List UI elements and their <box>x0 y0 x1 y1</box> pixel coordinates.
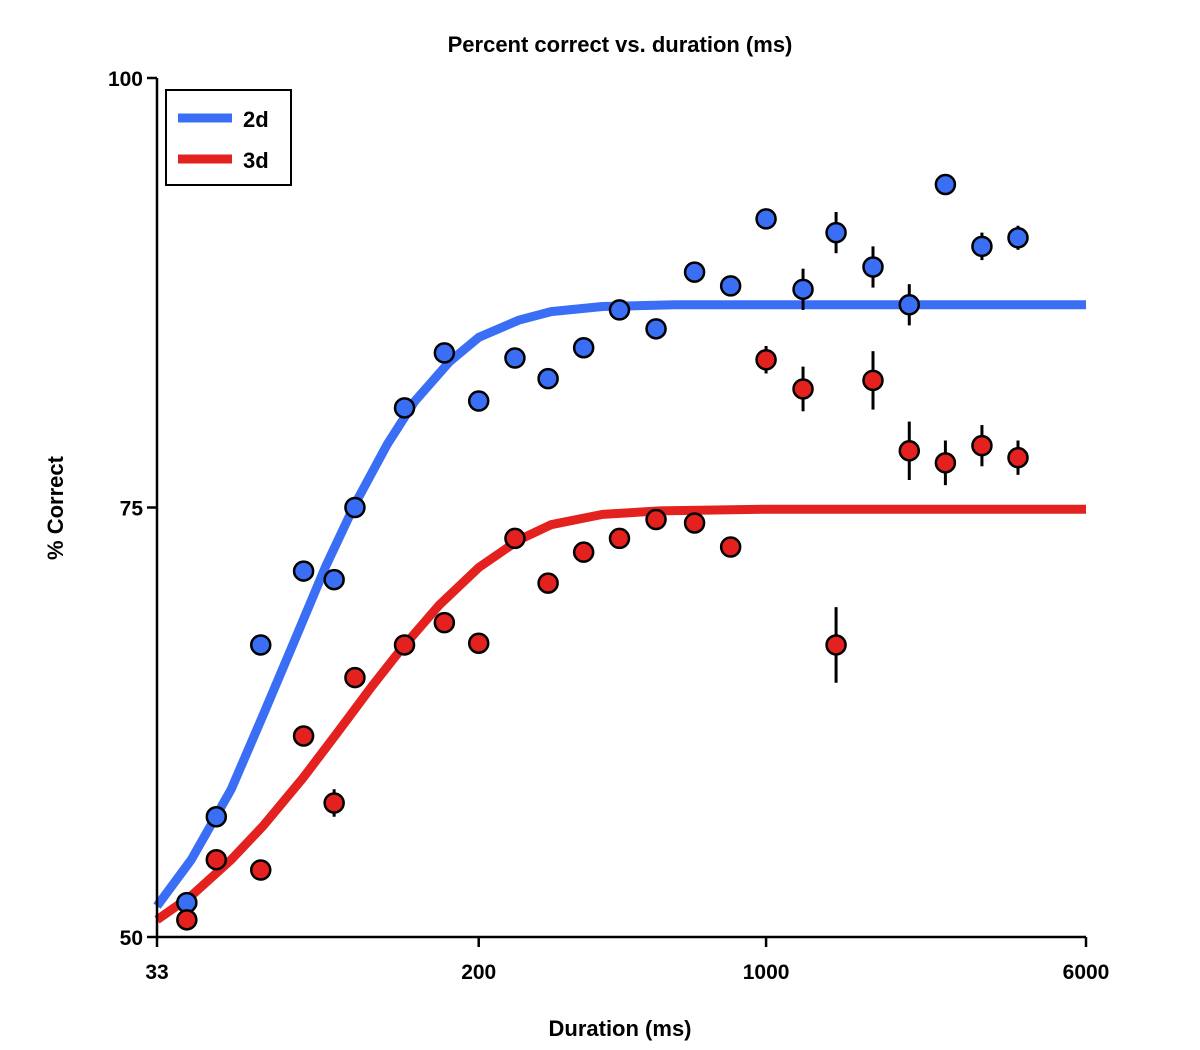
x-tick-label: 33 <box>145 961 168 984</box>
x-axis-label: Duration (ms) <box>549 1016 692 1041</box>
data-point-3d <box>719 536 742 558</box>
chart-title: Percent correct vs. duration (ms) <box>448 32 793 57</box>
data-point-3d <box>683 512 706 534</box>
legend-box <box>165 89 292 186</box>
data-point-3d <box>537 572 559 594</box>
data-point-3d <box>292 725 315 747</box>
y-tick-label: 100 <box>108 68 143 91</box>
data-point-2d <box>393 397 416 419</box>
data-point-2d <box>934 173 957 196</box>
data-point-2d <box>504 347 526 369</box>
y-axis-label: % Correct <box>43 455 68 560</box>
data-point-3d <box>971 434 993 457</box>
x-tick-label: 200 <box>461 961 496 984</box>
data-point-2d <box>323 568 345 591</box>
data-point-3d <box>608 527 631 550</box>
fit-line-3d <box>154 504 1086 924</box>
y-ticks: 50 75 100 <box>108 68 157 950</box>
data-point-2d <box>1007 227 1029 249</box>
data-point-2d <box>862 256 884 278</box>
data-point-2d <box>537 367 559 390</box>
data-point-3d <box>323 792 345 814</box>
data-point-3d <box>344 666 366 689</box>
y-tick-label: 75 <box>120 498 144 521</box>
data-point-3d <box>176 909 198 931</box>
data-point-3d <box>249 859 272 881</box>
data-point-3d <box>755 349 777 371</box>
legend-label-2d: 2d <box>243 107 269 132</box>
data-point-3d <box>433 611 456 634</box>
data-point-2d <box>755 208 777 230</box>
data-point-2d <box>683 261 706 283</box>
data-point-2d <box>971 235 993 258</box>
data-point-2d <box>792 278 814 301</box>
data-point-2d <box>344 496 366 519</box>
data-points <box>176 173 1029 931</box>
data-point-3d <box>862 369 884 392</box>
data-point-3d <box>898 440 921 462</box>
y-tick-label: 50 <box>120 927 143 950</box>
data-point-2d <box>433 342 456 364</box>
data-point-2d <box>292 560 315 582</box>
data-point-2d <box>719 275 742 297</box>
x-tick-label: 6000 <box>1063 961 1110 984</box>
data-point-3d <box>205 848 228 871</box>
fit-line-2d <box>153 300 1086 909</box>
data-point-3d <box>1007 446 1029 469</box>
data-point-2d <box>467 390 490 412</box>
data-point-2d <box>205 805 228 828</box>
fit-lines <box>153 300 1086 924</box>
axes: 33 200 1000 6000 50 75 100 <box>108 68 1109 984</box>
legend: 2d 3d <box>165 89 292 186</box>
data-point-3d <box>825 634 847 656</box>
x-ticks: 33 200 1000 6000 <box>145 937 1109 984</box>
error-bars <box>185 175 1020 927</box>
plot-area <box>153 173 1086 931</box>
data-point-2d <box>645 318 667 340</box>
data-point-3d <box>645 508 667 531</box>
data-point-3d <box>572 541 595 563</box>
data-point-3d <box>504 527 526 550</box>
data-point-2d <box>249 634 272 656</box>
x-tick-label: 1000 <box>743 961 790 984</box>
data-point-2d <box>572 336 595 359</box>
data-point-2d <box>825 221 847 244</box>
data-point-2d <box>608 299 631 321</box>
legend-label-3d: 3d <box>243 148 269 173</box>
data-point-3d <box>934 452 957 474</box>
data-point-3d <box>467 632 490 654</box>
data-point-2d <box>898 294 921 316</box>
data-point-3d <box>393 634 416 656</box>
data-point-3d <box>792 378 814 400</box>
